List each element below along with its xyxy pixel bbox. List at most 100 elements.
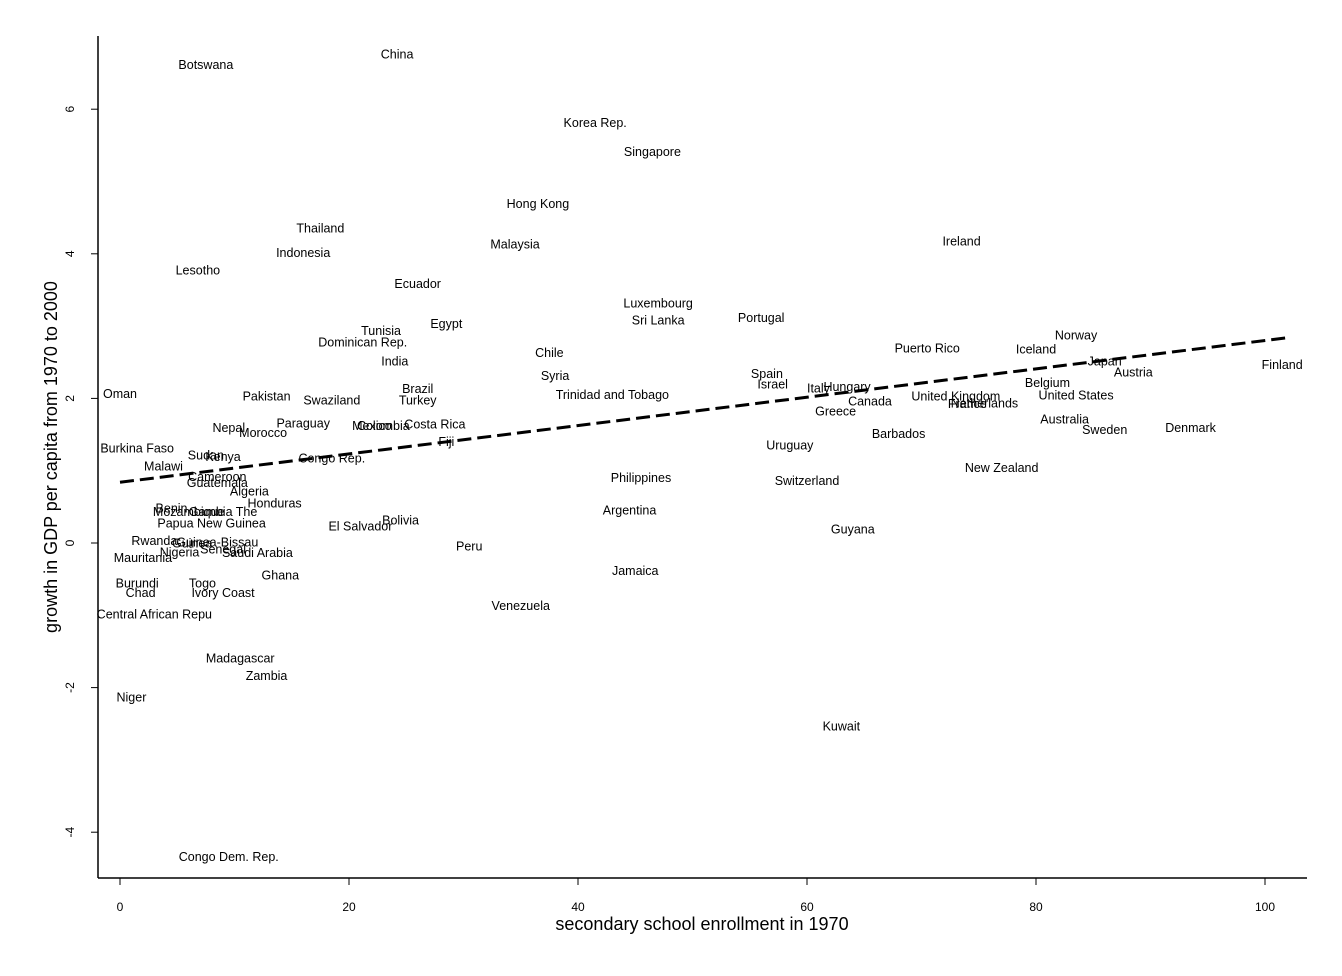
point-label: Turkey <box>399 394 437 408</box>
point-label: Congo Dem. Rep. <box>179 850 279 864</box>
point-label: Zambia <box>246 669 288 683</box>
point-label: Guatemala <box>187 476 248 490</box>
point-label: Morocco <box>239 426 287 440</box>
point-label: Saudi Arabia <box>222 546 293 560</box>
point-label: Israel <box>757 378 788 392</box>
point-label: Sri Lanka <box>632 313 685 327</box>
point-label: Netherlands <box>951 396 1018 410</box>
point-label: Spain <box>751 367 783 381</box>
point-label: Papua New Guinea <box>157 516 265 530</box>
point-label: Luxembourg <box>623 297 693 311</box>
point-label: Australia <box>1040 412 1089 426</box>
point-label: Swaziland <box>303 394 360 408</box>
point-label: Venezuela <box>492 599 550 613</box>
point-label: Malawi <box>144 459 183 473</box>
point-label: Paraguay <box>276 417 330 431</box>
point-label: Central African Repu <box>97 608 212 622</box>
point-label: Malaysia <box>490 237 539 251</box>
x-tick-label: 60 <box>800 900 814 914</box>
point-label: Peru <box>456 540 482 554</box>
point-label: Colombia <box>357 419 410 433</box>
point-label: Ivory Coast <box>191 586 255 600</box>
point-label: Senegal <box>200 543 246 557</box>
point-label: Niger <box>117 691 147 705</box>
point-label: Korea Rep. <box>564 116 627 130</box>
point-label: United Kingdom <box>911 389 1000 403</box>
point-label: Burkina Faso <box>100 441 174 455</box>
point-label: Madagascar <box>206 652 275 666</box>
x-tick-label: 100 <box>1255 900 1275 914</box>
point-label: Uruguay <box>766 438 814 452</box>
point-label: Jamaica <box>612 564 659 578</box>
point-label: Congo Rep. <box>298 451 365 465</box>
point-label: Tunisia <box>361 324 401 338</box>
axes <box>97 36 1307 879</box>
point-label: Botswana <box>178 58 233 72</box>
point-label: Ghana <box>262 569 300 583</box>
point-label: Switzerland <box>775 474 840 488</box>
y-tick-label: -2 <box>63 682 77 693</box>
point-label: Portugal <box>738 311 785 325</box>
point-label: Austria <box>1114 365 1153 379</box>
point-label: Lesotho <box>176 263 221 277</box>
point-label: Nepal <box>212 421 245 435</box>
point-label: Guinea-Bissau <box>176 535 258 549</box>
x-tick-label: 80 <box>1029 900 1043 914</box>
point-label: India <box>381 355 408 369</box>
point-label: Egypt <box>430 317 462 331</box>
point-label: Greece <box>815 404 856 418</box>
point-label: New Zealand <box>965 461 1039 475</box>
point-label: Fiji <box>438 435 454 449</box>
y-tick-label: -4 <box>63 827 77 838</box>
point-label: Brazil <box>402 382 433 396</box>
fit-line <box>119 336 1289 484</box>
point-label: Pakistan <box>243 389 291 403</box>
point-label: Iceland <box>1016 342 1056 356</box>
point-label: Belgium <box>1025 376 1070 390</box>
point-label: Mexico <box>352 419 392 433</box>
point-label: China <box>381 47 414 61</box>
point-label: Togo <box>189 577 216 591</box>
point-label: Mozambique <box>153 505 225 519</box>
y-tick-label: 6 <box>63 106 77 113</box>
point-label: El Salvador <box>328 519 392 533</box>
point-label: Thailand <box>296 222 344 236</box>
x-tick-label: 40 <box>571 900 585 914</box>
y-tick-label: 0 <box>63 539 77 546</box>
point-label: Oman <box>103 387 137 401</box>
y-tick-label: 4 <box>63 250 77 257</box>
point-label: Costa Rica <box>404 417 465 431</box>
point-label: Trinidad and Tobago <box>556 388 669 402</box>
point-labels: Botswana China Korea Rep. Singapore Hong Kon… <box>97 47 1303 864</box>
point-label: Chad <box>126 586 156 600</box>
point-label: Guinea <box>172 537 212 551</box>
point-label: Bolivia <box>382 514 419 528</box>
point-label: Dominican Rep. <box>318 336 407 350</box>
fit-line-group <box>119 336 1289 484</box>
point-label: Philippines <box>611 471 671 485</box>
point-label: Nigeria <box>160 545 200 559</box>
point-label: Benin <box>156 501 188 515</box>
point-label: Denmark <box>1165 421 1216 435</box>
point-label: Puerto Rico <box>895 342 960 356</box>
point-label: Hungary <box>823 380 871 394</box>
point-label: United States <box>1039 389 1114 403</box>
point-label: Kuwait <box>823 720 861 734</box>
y-axis-title: growth in GDP per capita from 1970 to 20… <box>41 281 61 633</box>
point-label: Norway <box>1055 329 1098 343</box>
point-label: Indonesia <box>276 246 330 260</box>
ticks: 0 20 40 60 80 100 -4 -2 0 2 4 6 <box>63 106 1275 914</box>
point-label: Finland <box>1262 358 1303 372</box>
x-tick-label: 0 <box>117 900 124 914</box>
y-tick-label: 2 <box>63 395 77 402</box>
point-label: Rwanda <box>131 534 177 548</box>
point-label: France <box>948 397 987 411</box>
point-label: Guyana <box>831 522 875 536</box>
point-label: Syria <box>541 369 570 383</box>
point-label: Gambia The <box>189 505 258 519</box>
x-tick-label: 20 <box>342 900 356 914</box>
point-label: Algeria <box>230 485 269 499</box>
point-label: Singapore <box>624 145 681 159</box>
point-label: Burundi <box>116 577 159 591</box>
